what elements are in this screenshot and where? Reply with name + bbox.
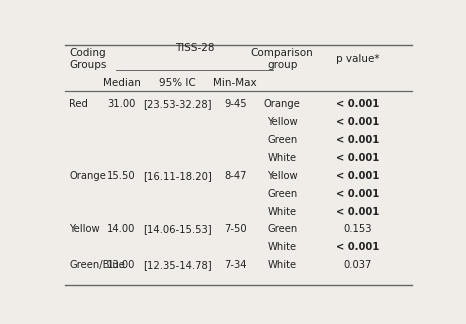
- Text: Orange: Orange: [264, 99, 301, 109]
- Text: 9-45: 9-45: [224, 99, 247, 109]
- Text: 13.00: 13.00: [107, 260, 136, 271]
- Text: Orange: Orange: [69, 171, 106, 180]
- Text: Yellow: Yellow: [267, 171, 297, 180]
- Text: White: White: [267, 153, 297, 163]
- Text: < 0.001: < 0.001: [336, 153, 380, 163]
- Text: White: White: [267, 206, 297, 216]
- Text: Green: Green: [267, 189, 297, 199]
- Text: [16.11-18.20]: [16.11-18.20]: [143, 171, 212, 180]
- Text: Yellow: Yellow: [267, 117, 297, 127]
- Text: < 0.001: < 0.001: [336, 117, 380, 127]
- Text: 31.00: 31.00: [107, 99, 136, 109]
- Text: [12.35-14.78]: [12.35-14.78]: [143, 260, 212, 271]
- Text: Median: Median: [103, 77, 140, 87]
- Text: 95% IC: 95% IC: [159, 77, 196, 87]
- Text: 8-47: 8-47: [224, 171, 247, 180]
- Text: 0.037: 0.037: [344, 260, 372, 271]
- Text: 7-34: 7-34: [224, 260, 247, 271]
- Text: < 0.001: < 0.001: [336, 171, 380, 180]
- Text: < 0.001: < 0.001: [336, 189, 380, 199]
- Text: Green: Green: [267, 135, 297, 145]
- Text: Red: Red: [69, 99, 88, 109]
- Text: [23.53-32.28]: [23.53-32.28]: [143, 99, 212, 109]
- Text: p value*: p value*: [336, 54, 380, 64]
- Text: 0.153: 0.153: [344, 225, 372, 235]
- Text: Yellow: Yellow: [69, 225, 100, 235]
- Text: 14.00: 14.00: [107, 225, 136, 235]
- Text: White: White: [267, 242, 297, 252]
- Text: < 0.001: < 0.001: [336, 99, 380, 109]
- Text: Min-Max: Min-Max: [213, 77, 257, 87]
- Text: Green/Blue: Green/Blue: [69, 260, 125, 271]
- Text: Coding
Groups: Coding Groups: [69, 48, 106, 70]
- Text: < 0.001: < 0.001: [336, 242, 380, 252]
- Text: Green: Green: [267, 225, 297, 235]
- Text: < 0.001: < 0.001: [336, 135, 380, 145]
- Text: Comparison
group: Comparison group: [251, 48, 314, 70]
- Text: 7-50: 7-50: [224, 225, 247, 235]
- Text: < 0.001: < 0.001: [336, 206, 380, 216]
- Text: 15.50: 15.50: [107, 171, 136, 180]
- Text: [14.06-15.53]: [14.06-15.53]: [143, 225, 212, 235]
- Text: TISS-28: TISS-28: [175, 43, 214, 52]
- Text: White: White: [267, 260, 297, 271]
